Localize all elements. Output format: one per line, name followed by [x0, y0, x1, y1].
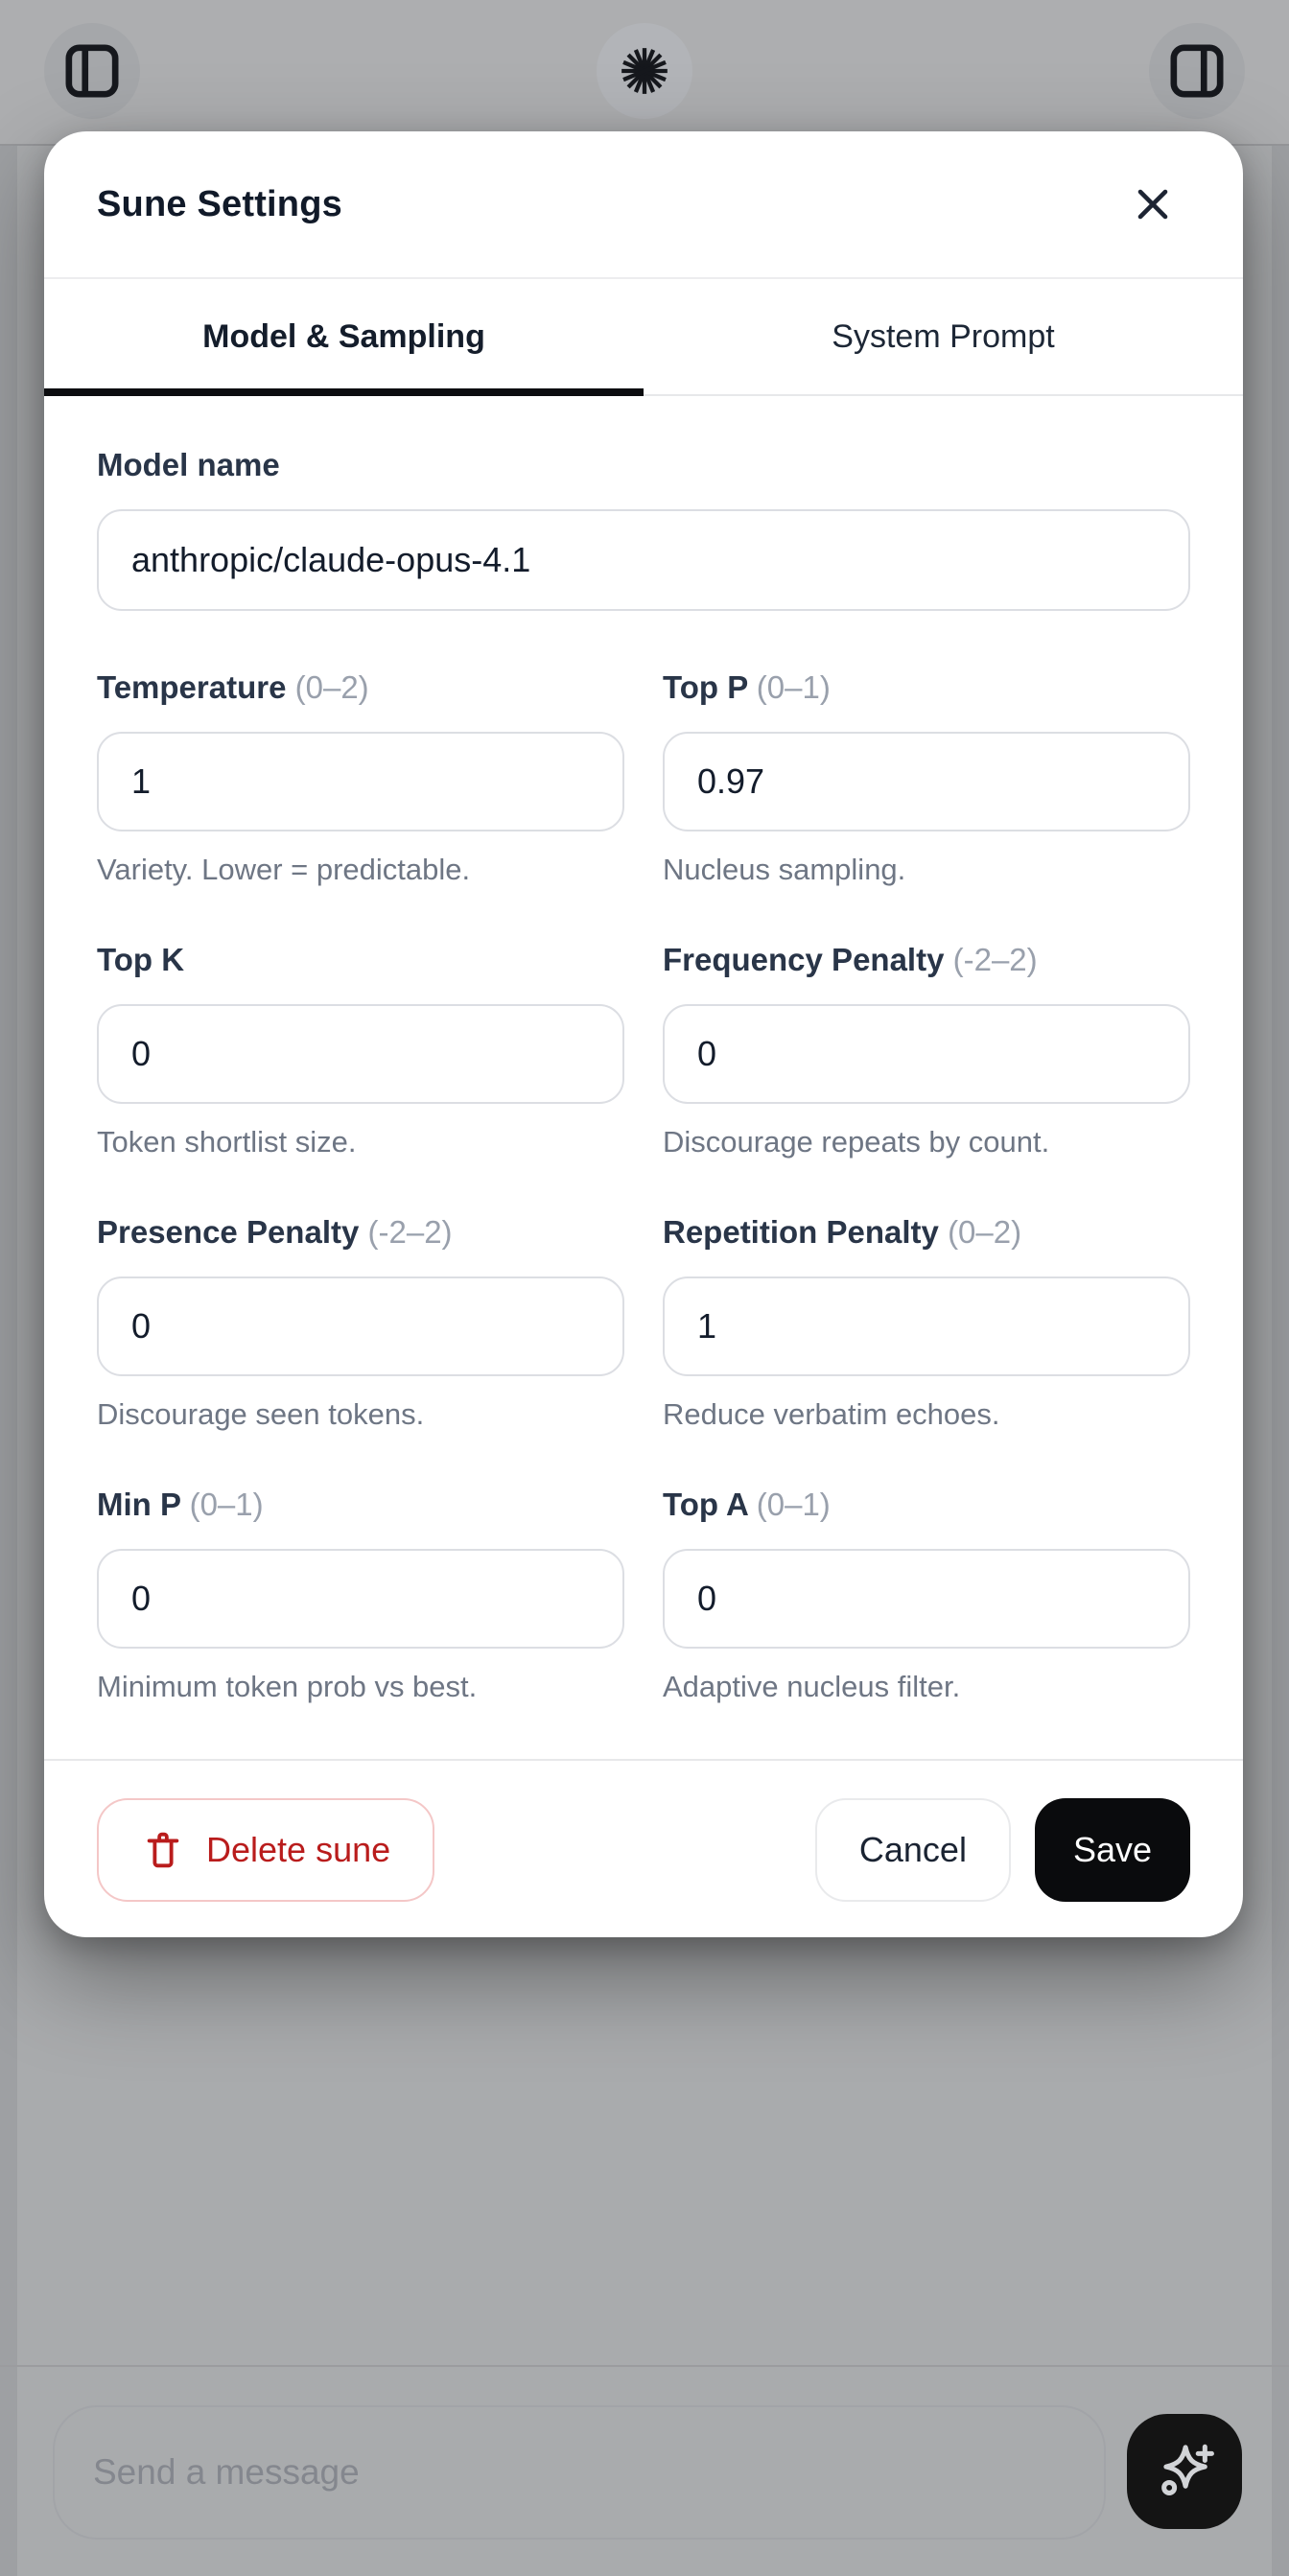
temperature-field: Temperature (0–2) Variety. Lower = predi…: [97, 668, 624, 887]
presence-penalty-label: Presence Penalty: [97, 1214, 360, 1250]
dialog-footer: Delete sune Cancel Save: [44, 1759, 1243, 1937]
app-top-bar: [0, 0, 1289, 146]
top-a-label: Top A: [663, 1487, 748, 1522]
top-a-help: Adaptive nucleus filter.: [663, 1670, 961, 1703]
temperature-help: Variety. Lower = predictable.: [97, 853, 471, 886]
model-name-input[interactable]: [97, 509, 1190, 611]
top-p-range: (0–1): [756, 669, 831, 705]
min-p-field: Min P (0–1) Minimum token prob vs best.: [97, 1486, 624, 1704]
min-p-label: Min P: [97, 1487, 181, 1522]
top-p-field: Top P (0–1) Nucleus sampling.: [663, 668, 1190, 887]
frequency-penalty-field: Frequency Penalty (-2–2) Discourage repe…: [663, 941, 1190, 1159]
tab-system-prompt[interactable]: System Prompt: [644, 279, 1243, 394]
frequency-penalty-range: (-2–2): [952, 942, 1038, 977]
page-right-gutter: [1272, 146, 1289, 2576]
temperature-input[interactable]: [97, 732, 624, 831]
send-message-button[interactable]: [1127, 2414, 1242, 2529]
cancel-button[interactable]: Cancel: [814, 1798, 1011, 1902]
top-k-help: Token shortlist size.: [97, 1125, 357, 1159]
repetition-penalty-input[interactable]: [663, 1276, 1190, 1376]
starburst-icon: [620, 46, 669, 96]
min-p-input[interactable]: [97, 1549, 624, 1649]
temperature-label: Temperature: [97, 669, 287, 705]
sampling-grid: Temperature (0–2) Variety. Lower = predi…: [97, 668, 1190, 1758]
frequency-penalty-help: Discourage repeats by count.: [663, 1125, 1050, 1159]
model-sampling-panel: Model name Temperature (0–2) Variety. Lo…: [44, 396, 1243, 1759]
top-p-help: Nucleus sampling.: [663, 853, 906, 886]
message-input[interactable]: [53, 2405, 1106, 2540]
delete-sune-button[interactable]: Delete sune: [97, 1798, 435, 1902]
model-name-label: Model name: [97, 447, 280, 482]
presence-penalty-range: (-2–2): [367, 1214, 453, 1250]
close-icon: [1132, 183, 1174, 225]
panel-left-icon: [64, 43, 120, 99]
save-button[interactable]: Save: [1034, 1798, 1190, 1902]
min-p-range: (0–1): [189, 1487, 264, 1522]
top-a-field: Top A (0–1) Adaptive nucleus filter.: [663, 1486, 1190, 1704]
repetition-penalty-range: (0–2): [948, 1214, 1022, 1250]
presence-penalty-input[interactable]: [97, 1276, 624, 1376]
right-panel-toggle-button[interactable]: [1149, 23, 1245, 119]
top-k-field: Top K Token shortlist size.: [97, 941, 624, 1159]
tab-model-sampling[interactable]: Model & Sampling: [44, 279, 644, 396]
repetition-penalty-field: Repetition Penalty (0–2) Reduce verbatim…: [663, 1213, 1190, 1432]
sune-settings-dialog: Sune Settings Model & Sampling System Pr…: [44, 131, 1243, 1937]
frequency-penalty-input[interactable]: [663, 1004, 1190, 1104]
app-home-button[interactable]: [597, 23, 692, 119]
repetition-penalty-label: Repetition Penalty: [663, 1214, 939, 1250]
settings-tabs: Model & Sampling System Prompt: [44, 279, 1243, 396]
trash-icon: [141, 1828, 185, 1872]
presence-penalty-field: Presence Penalty (-2–2) Discourage seen …: [97, 1213, 624, 1432]
composer-divider: [0, 2365, 1289, 2367]
top-a-input[interactable]: [663, 1549, 1190, 1649]
top-k-label: Top K: [97, 942, 185, 977]
top-p-input[interactable]: [663, 732, 1190, 831]
panel-right-icon: [1169, 43, 1225, 99]
sparkle-icon: [1151, 2438, 1218, 2505]
page-left-gutter: [0, 146, 17, 2576]
dialog-header: Sune Settings: [44, 131, 1243, 279]
top-a-range: (0–1): [756, 1487, 831, 1522]
min-p-help: Minimum token prob vs best.: [97, 1670, 478, 1703]
repetition-penalty-help: Reduce verbatim echoes.: [663, 1397, 1000, 1431]
close-button[interactable]: [1122, 174, 1184, 235]
presence-penalty-help: Discourage seen tokens.: [97, 1397, 425, 1431]
dialog-title: Sune Settings: [97, 183, 342, 224]
top-k-input[interactable]: [97, 1004, 624, 1104]
delete-sune-label: Delete sune: [206, 1830, 391, 1869]
top-p-label: Top P: [663, 669, 748, 705]
sidebar-toggle-button[interactable]: [44, 23, 140, 119]
temperature-range: (0–2): [294, 669, 369, 705]
frequency-penalty-label: Frequency Penalty: [663, 942, 945, 977]
